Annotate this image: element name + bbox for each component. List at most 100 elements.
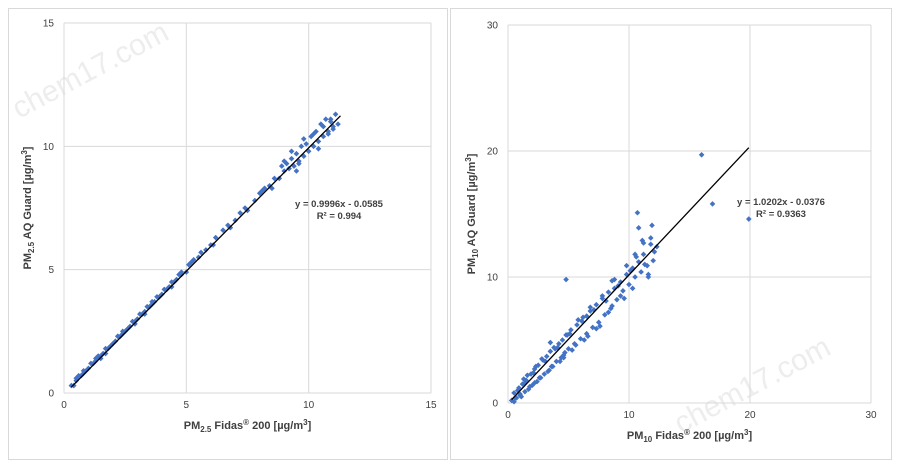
y-tick-label: 0 <box>492 399 498 410</box>
pm25-trendline <box>70 115 341 388</box>
data-point <box>318 121 324 127</box>
data-point <box>632 274 638 280</box>
data-point <box>163 286 170 293</box>
data-point <box>577 335 584 342</box>
data-point <box>183 269 190 275</box>
data-point <box>134 316 141 322</box>
data-point <box>534 378 540 385</box>
data-point <box>525 386 532 392</box>
data-point <box>517 391 523 397</box>
data-point <box>237 210 243 216</box>
y-tick-label: 10 <box>43 142 55 153</box>
x-axis-title: PM2.5 Fidas® 200 [µg/m3] <box>184 418 312 434</box>
data-point <box>581 337 588 343</box>
data-point <box>178 269 185 275</box>
data-point <box>626 281 632 288</box>
data-point <box>583 330 590 337</box>
data-point <box>574 322 580 328</box>
data-point <box>617 279 624 285</box>
data-point <box>313 128 319 135</box>
data-point <box>281 168 287 174</box>
data-point <box>589 324 596 331</box>
data-point <box>548 363 555 370</box>
data-point <box>271 175 278 182</box>
data-point <box>640 251 647 258</box>
data-point <box>579 318 585 324</box>
data-point <box>609 303 615 309</box>
data-point <box>149 298 155 305</box>
data-point <box>283 160 290 167</box>
data-point <box>547 339 554 346</box>
data-point <box>593 301 600 308</box>
data-point <box>315 146 322 152</box>
data-point <box>647 241 654 248</box>
data-point <box>511 390 517 396</box>
data-point <box>518 393 525 400</box>
data-point <box>635 225 642 231</box>
data-point <box>210 242 217 248</box>
data-point <box>203 247 209 253</box>
data-point <box>553 358 560 365</box>
x-tick-label: 20 <box>744 410 756 421</box>
data-point <box>524 372 531 379</box>
data-point <box>227 224 234 231</box>
data-point <box>623 262 630 269</box>
data-point <box>320 123 327 130</box>
data-point <box>252 197 258 204</box>
data-point <box>300 136 307 142</box>
r-squared-label: R² = 0.9363 <box>756 209 806 220</box>
data-point <box>536 375 543 381</box>
y-tick-label: 15 <box>43 19 55 30</box>
data-point <box>523 377 529 384</box>
data-point <box>190 257 197 263</box>
data-point <box>623 271 630 278</box>
data-point <box>559 337 566 343</box>
y-axis-title: PM2.5 AQ Guard [µg/m3] <box>20 146 36 269</box>
data-point <box>602 312 608 318</box>
data-point <box>591 306 597 313</box>
data-point <box>212 234 219 241</box>
data-point <box>112 338 119 344</box>
data-point <box>296 160 302 167</box>
x-tick-label: 0 <box>505 410 511 421</box>
data-point <box>597 323 603 329</box>
r-squared-label: R² = 0.994 <box>317 211 362 222</box>
data-point <box>530 369 537 376</box>
data-point <box>335 121 341 127</box>
pm25-data-points <box>68 111 341 389</box>
pm25-gridlines <box>63 22 432 394</box>
data-point <box>78 372 84 379</box>
y-tick-label: 5 <box>48 265 54 276</box>
data-point <box>516 385 522 391</box>
chart-panel-pm10: chem17.com 0 10 20 30 0 10 20 30 y = 1.0202x - 0.… <box>450 8 892 460</box>
data-point <box>563 276 569 283</box>
data-point <box>293 168 300 174</box>
data-point <box>647 235 654 241</box>
data-point <box>551 344 557 351</box>
data-point <box>80 368 87 374</box>
data-point <box>325 131 332 137</box>
x-tick-label: 5 <box>184 400 190 411</box>
data-point <box>105 345 111 352</box>
data-point <box>632 251 638 258</box>
data-point <box>242 205 248 211</box>
data-point <box>608 305 614 312</box>
data-point <box>168 284 175 290</box>
x-tick-label: 0 <box>61 400 67 411</box>
data-point <box>533 363 539 370</box>
data-point <box>620 288 626 294</box>
data-point <box>650 257 656 264</box>
trendline-equation: y = 0.9996x - 0.0585 <box>295 199 384 210</box>
pm10-scatter-chart: chem17.com 0 10 20 30 0 10 20 30 y = 1.0202x - 0.… <box>464 21 877 445</box>
data-point <box>188 259 195 266</box>
y-tick-label: 30 <box>487 21 499 32</box>
data-point <box>298 143 305 150</box>
data-point <box>745 216 752 222</box>
data-point <box>649 222 655 229</box>
data-point <box>293 150 300 157</box>
data-point <box>520 376 527 382</box>
chart-panel-pm25: chem17.com 0 5 10 15 0 5 10 15 y = 0.9996x - 0.05… <box>8 8 448 460</box>
data-point <box>644 262 650 269</box>
data-point <box>554 344 561 351</box>
y-axis-title: PM10 AQ Guard [µg/m3] <box>464 153 480 274</box>
